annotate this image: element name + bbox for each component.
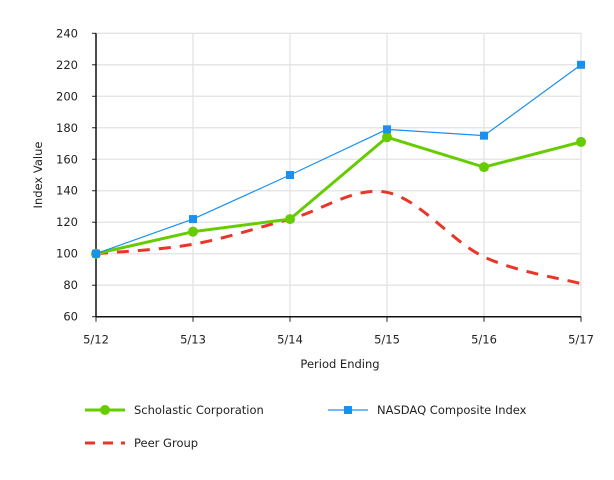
data-point-nasdaq <box>189 215 197 224</box>
legend: Scholastic Corporation NASDAQ Composite I… <box>85 403 527 450</box>
legend-label: NASDAQ Composite Index <box>377 403 527 417</box>
y-tick-label: 220 <box>56 58 78 72</box>
x-tick-label: 5/15 <box>374 333 400 347</box>
axes: 60 80 100 120 140 160 180 200 220 240 5/12 5/13 5/14… <box>56 26 594 346</box>
data-point-nasdaq <box>92 249 100 258</box>
y-tick-label: 120 <box>56 215 78 229</box>
y-tick-label: 60 <box>63 310 78 324</box>
x-tick-label: 5/17 <box>568 333 594 347</box>
y-axis-label: Index Value <box>31 142 45 209</box>
y-tick-label: 180 <box>56 121 78 135</box>
data-point-scholastic <box>479 162 489 173</box>
y-tick-label: 140 <box>56 184 78 198</box>
x-axis-label: Period Ending <box>300 357 379 371</box>
data-point-scholastic <box>576 136 586 147</box>
y-tick-label: 80 <box>63 278 78 292</box>
data-point-scholastic <box>188 226 198 237</box>
legend-marker <box>100 405 110 415</box>
legend-marker <box>344 406 352 414</box>
y-tick-label: 100 <box>56 247 78 261</box>
legend-label: Peer Group <box>134 436 198 450</box>
data-point-nasdaq <box>577 60 585 69</box>
y-tick-label: 160 <box>56 152 78 166</box>
legend-label: Scholastic Corporation <box>134 403 264 417</box>
x-tick-label: 5/16 <box>471 333 497 347</box>
series-line-scholastic-corporation <box>95 135 582 256</box>
data-point-nasdaq <box>383 125 391 134</box>
y-tick-label: 200 <box>56 89 78 103</box>
data-point-nasdaq <box>286 171 294 179</box>
data-point-nasdaq <box>480 131 488 140</box>
series-line-nasdaq-composite-index <box>95 64 582 255</box>
gridlines <box>96 32 582 318</box>
x-tick-label: 5/12 <box>83 333 109 347</box>
data-point-scholastic <box>285 214 295 225</box>
data-point-scholastic <box>382 132 392 143</box>
series-line-peer-group <box>95 189 582 286</box>
series-lines <box>91 60 586 286</box>
y-tick-label: 240 <box>56 26 78 40</box>
x-tick-label: 5/14 <box>277 333 303 347</box>
x-tick-label: 5/13 <box>180 333 206 347</box>
